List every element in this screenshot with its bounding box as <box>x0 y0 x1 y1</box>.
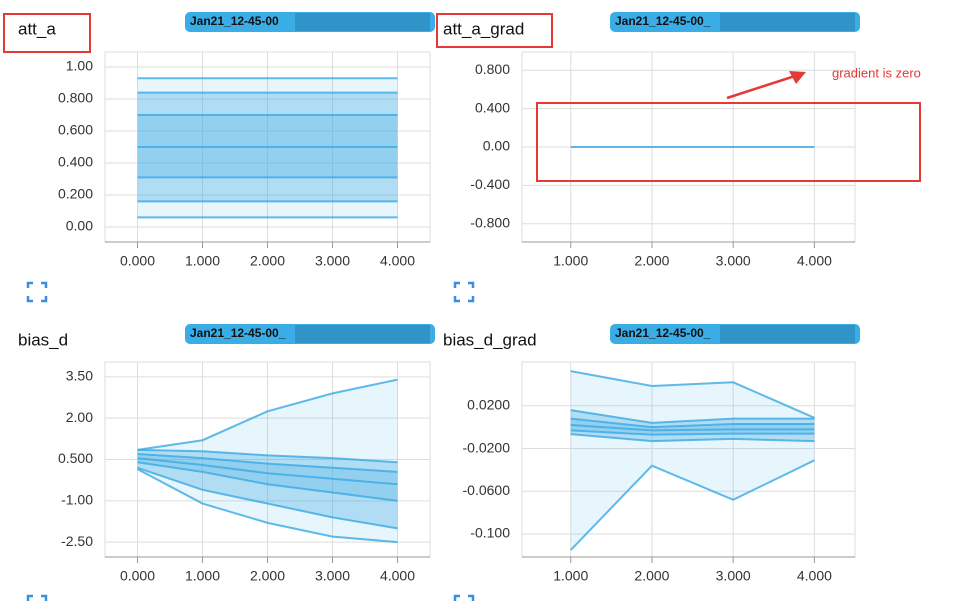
run-tag-label: Jan21_12-45-00 <box>190 14 279 28</box>
chart-title: att_a <box>18 19 56 38</box>
distribution-band <box>137 462 398 529</box>
arrow-head <box>789 71 806 84</box>
percentile-line <box>137 461 398 502</box>
chart-panel: att_a Jan21_12-45-00 1.00 0.800 0.600 0.400 0.… <box>18 12 435 303</box>
run-tag-label: Jan21_12-45-00_ <box>615 326 711 340</box>
y-tick-label: 0.400 <box>58 154 93 170</box>
y-tick-label: -0.100 <box>470 525 510 541</box>
x-tick-label: 3.000 <box>716 568 751 584</box>
x-tick-label: 4.000 <box>797 568 832 584</box>
distribution-band <box>137 449 398 472</box>
y-tick-label: 3.50 <box>66 368 93 384</box>
percentile-line <box>137 457 398 486</box>
chart-panel: bias_d Jan21_12-45-00_ 3.50 2.00 0.500 -1.00 -… <box>18 324 435 605</box>
y-tick-label: -0.0200 <box>463 439 511 455</box>
distribution-band <box>137 78 398 93</box>
y-tick-label: 0.00 <box>483 138 510 154</box>
highlight-box <box>436 13 553 48</box>
percentile-line <box>570 409 815 424</box>
distribution-band <box>570 410 815 428</box>
x-tick-label: 0.000 <box>120 568 155 584</box>
y-tick-label: -0.0600 <box>463 482 511 498</box>
percentile-line <box>570 459 815 551</box>
percentile-line <box>570 370 815 419</box>
y-tick-label: 0.400 <box>475 99 510 115</box>
fullscreen-icon[interactable] <box>26 594 48 605</box>
x-tick-label: 1.000 <box>553 568 588 584</box>
x-tick-label: 4.000 <box>380 253 415 269</box>
percentile-line <box>570 433 815 443</box>
fullscreen-icon[interactable] <box>26 281 48 303</box>
percentile-line <box>137 448 398 464</box>
y-tick-label: -2.50 <box>61 533 93 549</box>
x-tick-label: 3.000 <box>315 568 350 584</box>
x-tick-label: 3.000 <box>315 253 350 269</box>
highlight-box <box>3 13 91 53</box>
y-tick-label: -1.00 <box>61 492 93 508</box>
distribution-band <box>570 434 815 551</box>
x-tick-label: 1.000 <box>185 568 220 584</box>
x-tick-label: 3.000 <box>716 253 751 269</box>
y-tick-label: -0.400 <box>470 176 510 192</box>
x-tick-label: 4.000 <box>380 568 415 584</box>
distribution-band <box>137 453 398 485</box>
chart-title: bias_d_grad <box>443 330 537 349</box>
distribution-band <box>570 418 815 431</box>
x-tick-label: 0.000 <box>120 253 155 269</box>
blurred-run-name <box>295 325 430 343</box>
blurred-run-name <box>720 325 855 343</box>
distribution-band <box>137 92 398 116</box>
y-tick-label: 0.600 <box>58 122 93 138</box>
y-tick-label: -0.800 <box>470 214 510 230</box>
distribution-band <box>137 467 398 543</box>
x-tick-label: 4.000 <box>797 253 832 269</box>
percentile-line <box>137 466 398 530</box>
percentile-line <box>137 378 398 451</box>
distribution-band <box>137 177 398 202</box>
percentile-line <box>570 429 815 436</box>
y-tick-label: 2.00 <box>66 409 93 425</box>
x-tick-label: 1.000 <box>185 253 220 269</box>
arrow <box>726 74 796 100</box>
x-tick-label: 2.000 <box>634 253 669 269</box>
y-tick-label: 0.800 <box>58 90 93 106</box>
distribution-band <box>570 425 815 435</box>
distribution-band <box>137 458 398 501</box>
distribution-band <box>137 115 398 147</box>
x-tick-label: 2.000 <box>634 568 669 584</box>
percentile-line <box>570 417 815 429</box>
highlight-box <box>536 102 921 182</box>
y-tick-label: 0.200 <box>58 186 93 202</box>
run-tag-label: Jan21_12-45-00_ <box>190 326 286 340</box>
chart-title: att_a_grad <box>443 19 524 38</box>
y-tick-label: 0.00 <box>66 218 93 234</box>
x-tick-label: 1.000 <box>553 253 588 269</box>
y-tick-label: 0.500 <box>58 450 93 466</box>
distribution-band <box>137 379 398 463</box>
distribution-band <box>570 371 815 423</box>
x-tick-label: 2.000 <box>250 253 285 269</box>
chart-panel: att_a_grad Jan21_12-45-00_ 0.800 0.400 0.00 -… <box>443 12 860 303</box>
y-tick-label: 0.800 <box>475 61 510 77</box>
distribution-band <box>137 147 398 178</box>
percentile-line <box>570 424 815 432</box>
y-tick-label: 0.0200 <box>467 397 510 413</box>
y-tick-label: 1.00 <box>66 58 93 74</box>
x-tick-label: 2.000 <box>250 568 285 584</box>
chart-panel: bias_d_grad Jan21_12-45-00_ 0.0200 -0.0200 -… <box>443 324 860 605</box>
annotation: gradient is zero <box>832 65 921 80</box>
chart-title: bias_d <box>18 330 68 349</box>
run-tag-label: Jan21_12-45-00_ <box>615 14 711 28</box>
blurred-run-name <box>720 13 855 31</box>
fullscreen-icon[interactable] <box>453 281 475 303</box>
blurred-run-name <box>295 13 430 31</box>
percentile-line <box>137 452 398 473</box>
percentile-line <box>137 468 398 544</box>
distribution-band <box>137 201 398 218</box>
fullscreen-icon[interactable] <box>453 594 475 605</box>
